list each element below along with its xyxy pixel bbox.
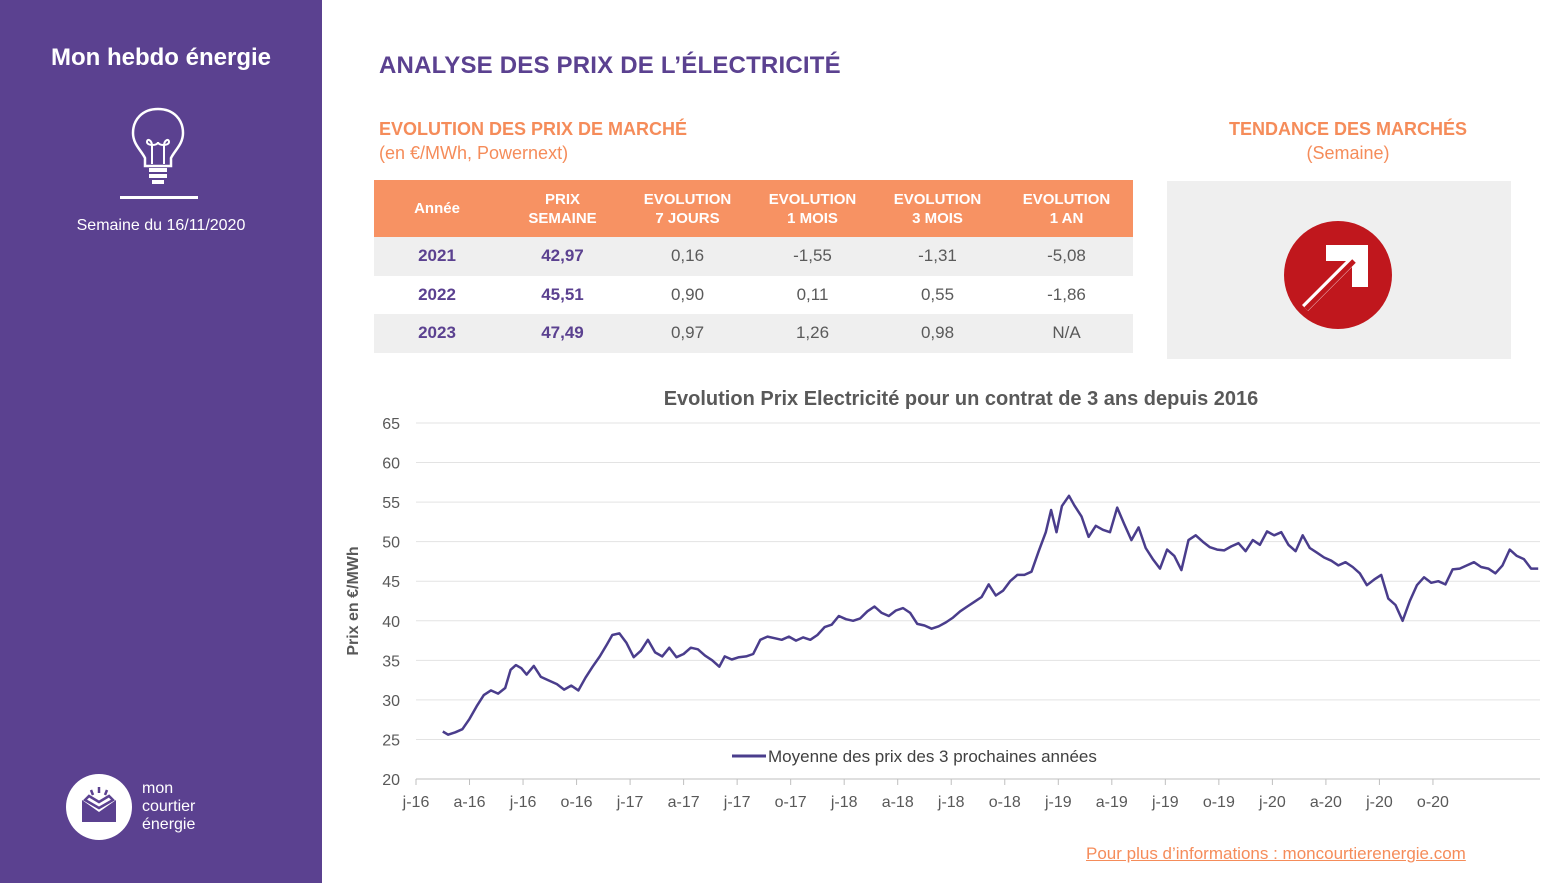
table-row: 2023 47,49 0,97 1,26 0,98 N/A bbox=[374, 314, 1133, 353]
price-table: Année PRIX SEMAINE EVOLUTION 7 JOURS EVOLU… bbox=[374, 180, 1133, 353]
sidebar: Mon hebdo énergie Semaine du 16/11/2020 … bbox=[0, 0, 322, 883]
column-header: Année bbox=[374, 180, 500, 237]
y-tick-label: 65 bbox=[382, 416, 400, 433]
logo-line: mon bbox=[142, 780, 174, 797]
grid bbox=[416, 422, 1540, 780]
evolution-cell: 1,26 bbox=[750, 314, 875, 353]
x-tick-label: o-16 bbox=[561, 794, 593, 811]
market-subtitle: (en €/MWh, Powernext) bbox=[379, 143, 569, 163]
week-label: Semaine du 16/11/2020 bbox=[76, 217, 246, 234]
column-header: EVOLUTION 1 MOIS bbox=[750, 180, 875, 237]
trend-subtitle: (Semaine) bbox=[1306, 143, 1390, 163]
evolution-cell: 0,11 bbox=[796, 284, 829, 304]
year-cell: 2021 bbox=[374, 237, 500, 276]
x-tick-label: j-18 bbox=[937, 794, 965, 811]
logo-line: courtier bbox=[142, 798, 196, 815]
y-tick-label: 45 bbox=[382, 574, 400, 591]
column-header: EVOLUTION 7 JOURS bbox=[625, 180, 750, 237]
x-tick-label: j-17 bbox=[616, 794, 644, 811]
trend-section-title: TENDANCE DES MARCHÉS (Semaine) bbox=[1166, 119, 1530, 164]
x-tick-label: j-20 bbox=[1258, 794, 1286, 811]
trend-title: TENDANCE DES MARCHÉS bbox=[1228, 119, 1468, 139]
table-row: 2021 42,97 0,16 -1,55 -1,31 -5,08 bbox=[374, 237, 1133, 276]
evolution-cell: 0,55 bbox=[920, 284, 955, 304]
x-axis: j-16 a-16 j-16 o-16 j-17 a-17 j-17 o-17 j-18 a-18… bbox=[402, 779, 1449, 811]
x-tick-label: j-16 bbox=[402, 794, 430, 811]
x-tick-label: o-20 bbox=[1417, 794, 1449, 811]
evolution-cell: -1,55 bbox=[750, 237, 875, 276]
year-cell: 2022 bbox=[418, 284, 456, 304]
evolution-cell: -1,86 bbox=[1047, 284, 1086, 304]
y-tick-label: 35 bbox=[382, 653, 400, 670]
price-cell: 47,49 bbox=[500, 314, 625, 353]
price-cell: 42,97 bbox=[500, 237, 625, 276]
y-tick-label: 40 bbox=[382, 614, 400, 631]
x-tick-label: j-19 bbox=[1044, 794, 1072, 811]
column-header: PRIX SEMAINE bbox=[500, 180, 625, 237]
price-cell: 45,51 bbox=[541, 284, 584, 304]
year-cell: 2023 bbox=[374, 314, 500, 353]
logo bbox=[66, 774, 132, 840]
evolution-cell: 0,16 bbox=[625, 237, 750, 276]
y-tick-label: 55 bbox=[382, 495, 400, 512]
evolution-cell: 0,97 bbox=[625, 314, 750, 353]
x-tick-label: o-18 bbox=[989, 794, 1021, 811]
evolution-cell: -5,08 bbox=[1000, 237, 1133, 276]
x-tick-label: a-19 bbox=[1096, 794, 1128, 811]
logo-text: mon courtier énergie bbox=[142, 780, 195, 834]
y-tick-label: 50 bbox=[382, 535, 400, 552]
column-header: EVOLUTION 3 MOIS bbox=[875, 180, 1000, 237]
x-tick-label: o-17 bbox=[775, 794, 807, 811]
x-tick-label: a-17 bbox=[668, 794, 700, 811]
logo-line: énergie bbox=[142, 816, 196, 833]
table-header-row: Année PRIX SEMAINE EVOLUTION 7 JOURS EVOLU… bbox=[374, 180, 1133, 237]
x-tick-label: j-16 bbox=[509, 794, 537, 811]
y-tick-label: 60 bbox=[382, 456, 400, 473]
info-link[interactable]: Pour plus d’informations : moncourtieren… bbox=[1086, 844, 1466, 863]
price-chart: Evolution Prix Electricité pour un contr… bbox=[345, 388, 1540, 811]
market-title: EVOLUTION DES PRIX DE MARCHÉ bbox=[379, 119, 688, 139]
x-tick-label: a-16 bbox=[454, 794, 486, 811]
light-bulb-icon bbox=[131, 107, 185, 184]
column-header: EVOLUTION 1 AN bbox=[1000, 180, 1133, 237]
y-tick-label: 25 bbox=[382, 732, 400, 749]
y-axis-label: Prix en €/MWh bbox=[345, 546, 362, 655]
logo-mark-icon bbox=[82, 787, 116, 822]
x-tick-label: j-18 bbox=[830, 794, 858, 811]
y-tick-label: 30 bbox=[382, 693, 400, 710]
evolution-cell: N/A bbox=[1000, 314, 1133, 353]
series-group bbox=[442, 494, 1539, 736]
legend: Moyenne des prix des 3 prochaines années bbox=[732, 747, 1097, 766]
legend-label: Moyenne des prix des 3 prochaines années bbox=[768, 747, 1097, 766]
evolution-cell: -1,31 bbox=[875, 237, 1000, 276]
chart-title: Evolution Prix Electricité pour un contr… bbox=[664, 388, 1259, 410]
x-tick-label: o-19 bbox=[1203, 794, 1235, 811]
x-tick-label: a-20 bbox=[1310, 794, 1342, 811]
series-line bbox=[442, 494, 1539, 736]
divider bbox=[120, 196, 198, 199]
y-axis: 20 25 30 35 40 45 50 55 60 65 bbox=[382, 416, 400, 789]
evolution-cell: 0,90 bbox=[670, 284, 705, 304]
x-tick-label: j-20 bbox=[1365, 794, 1393, 811]
market-section-title: EVOLUTION DES PRIX DE MARCHÉ (en €/MWh, … bbox=[379, 119, 687, 164]
x-tick-label: a-18 bbox=[882, 794, 914, 811]
arrow-up-right-icon bbox=[1284, 221, 1392, 329]
x-tick-label: j-17 bbox=[723, 794, 751, 811]
y-tick-label: 20 bbox=[382, 772, 400, 789]
x-tick-label: j-19 bbox=[1151, 794, 1179, 811]
page-title: ANALYSE DES PRIX DE L’ÉLECTRICITÉ bbox=[379, 52, 841, 79]
table-row: 2022 45,51 0,90 0,11 0,55 -1,86 bbox=[374, 276, 1133, 315]
sidebar-title: Mon hebdo énergie bbox=[50, 44, 271, 71]
trend-box bbox=[1167, 181, 1511, 359]
evolution-cell: 0,98 bbox=[875, 314, 1000, 353]
